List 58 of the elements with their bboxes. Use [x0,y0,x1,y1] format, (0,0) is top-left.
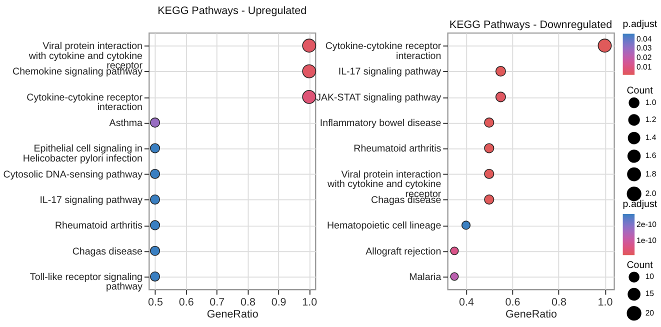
color-bar-label: 0.02 [636,53,652,62]
x-tick-label: 0.6 [505,296,520,309]
legend-label: 15 [645,289,655,298]
x-tick-label: 1.0 [598,296,613,309]
y-tick-label: Epithelial cell signaling in Helicobacter pylori infection [22,144,142,164]
y-tick-label: Malaria [409,272,442,283]
y-tick-label: JAK-STAT signaling pathway [316,92,442,104]
legend-label: 1.8 [645,169,657,178]
legend-label: 1.2 [645,114,656,124]
legend-label: 1.4 [645,133,657,142]
x-tick-label: 0.9 [271,296,286,309]
color-bar-title: p.adjust [622,18,658,30]
y-tick-label: Allograft rejection [366,246,442,258]
y-tick-label: Toll-like receptor signaling pathway [30,272,143,293]
color-bar-label: 0.04 [636,34,652,44]
color-bar-label: 1e-10 [636,236,658,245]
x-axis-title: GeneRatio [506,308,557,320]
point [450,246,459,256]
point [484,143,494,154]
x-tick-label: 0.7 [210,296,225,309]
point [484,194,494,205]
color-bar-label: 2e-10 [636,220,658,229]
point [484,168,494,179]
y-tick-label: Rheumatoid arthritis [54,220,143,232]
y-tick-label: Cytokine-cytokine receptor interaction [325,41,442,62]
legend-title: Count [626,86,654,97]
x-tick-label: 0.6 [178,296,194,309]
color-bar-label: 0.03 [636,44,652,53]
x-axis-title: GeneRatio [206,308,258,320]
y-tick-label: Hematopoietic cell lineage [326,220,442,232]
legend-title: Count [626,260,654,271]
chart-title: KEGG Pathways - Downregulated [449,18,612,31]
legend-label: 20 [645,308,655,318]
chart-title: KEGG Pathways - Upregulated [158,5,307,18]
point [495,66,506,77]
x-tick-label: 0.8 [552,296,566,309]
color-bar-title: p.adjust [622,199,658,210]
y-tick-label: Inflammatory bowel disease [320,118,442,130]
point [461,220,471,230]
y-tick-label: Cytosolic DNA-sensing pathway [3,169,143,180]
y-tick-label: Rheumatoid arthritis [354,144,442,155]
y-tick-label: Cytokine-cytokine receptor interaction [26,92,144,114]
color-bar-label: 0.01 [636,62,652,72]
legend-label: 2.0 [645,188,657,198]
legend-label: 1.6 [645,151,657,160]
x-tick-label: 1.0 [302,296,318,309]
point [484,118,494,128]
y-tick-label: IL-17 signaling pathway [338,66,442,78]
y-tick-label: Chagas disease [72,246,142,258]
point [450,272,459,281]
y-tick-label: Asthma [109,118,144,130]
x-tick-label: 0.5 [148,296,163,309]
x-tick-label: 0.8 [240,296,256,309]
x-tick-label: 0.4 [459,296,474,309]
legend-label: 1.0 [645,98,657,107]
y-tick-label: IL-17 signaling pathway [40,194,143,206]
point [495,92,506,102]
legend-label: 10 [645,272,655,282]
